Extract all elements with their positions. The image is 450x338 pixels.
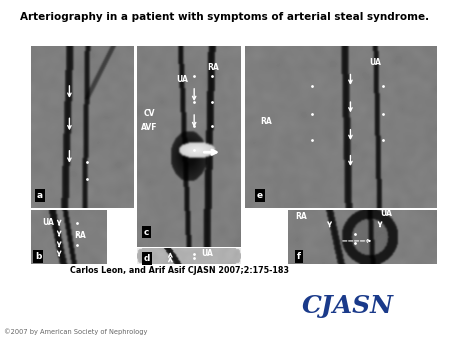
Text: RA: RA [295,212,307,221]
Text: c: c [144,228,149,237]
Text: UA: UA [380,209,392,218]
Text: RA: RA [261,117,272,125]
Text: AVF: AVF [141,123,158,132]
Text: RA: RA [74,231,86,240]
Text: Arteriography in a patient with symptoms of arterial steal syndrome.: Arteriography in a patient with symptoms… [20,12,430,22]
Text: RA: RA [207,63,220,72]
Text: Carlos Leon, and Arif Asif CJASN 2007;2:175-183: Carlos Leon, and Arif Asif CJASN 2007;2:… [70,266,289,275]
Text: UA: UA [369,58,382,67]
Text: e: e [256,191,263,200]
Text: f: f [297,252,301,261]
Text: a: a [37,191,43,200]
Text: CV: CV [144,109,155,118]
Text: UA: UA [42,218,54,227]
Text: b: b [35,252,41,261]
Text: d: d [144,254,150,263]
Text: ©2007 by American Society of Nephrology: ©2007 by American Society of Nephrology [4,328,148,335]
Text: CJASN: CJASN [302,294,393,318]
Text: UA: UA [202,249,213,258]
Text: UA: UA [176,75,189,84]
